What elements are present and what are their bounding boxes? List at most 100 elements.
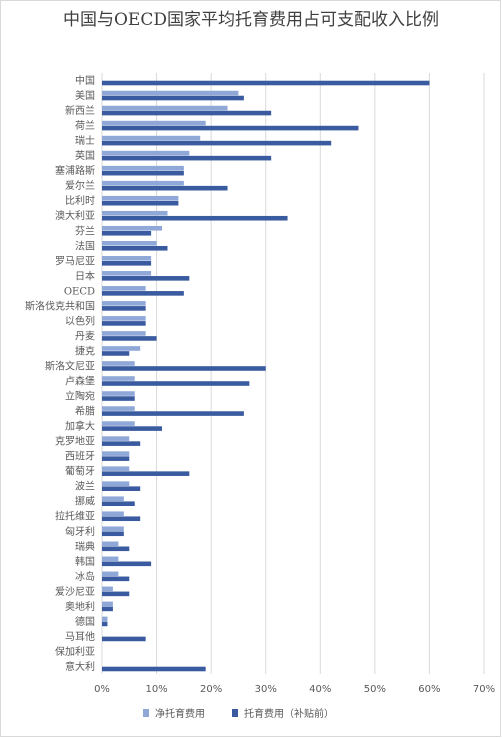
x-tick-label: 50% xyxy=(364,684,386,695)
bar-gross-cost xyxy=(102,636,146,642)
bar-gross-cost xyxy=(102,230,152,236)
bar-gross-cost xyxy=(102,140,332,146)
bar-gross-cost xyxy=(102,336,157,341)
x-tick-label: 10% xyxy=(145,684,167,695)
legend-label: 托育费用（补贴前） xyxy=(244,707,334,720)
bar-net-cost xyxy=(102,90,239,96)
category-label: 意大利 xyxy=(65,660,95,673)
bar-net-cost xyxy=(102,240,157,246)
category-label: 拉托维亚 xyxy=(55,510,95,523)
category-label: 西班牙 xyxy=(65,451,95,463)
bar-net-cost xyxy=(102,180,184,186)
x-tick-label: 0% xyxy=(94,684,110,695)
category-label: 匈牙利 xyxy=(65,525,95,538)
bar-gross-cost xyxy=(102,170,184,176)
bar-gross-cost xyxy=(102,516,141,522)
bar-net-cost xyxy=(102,210,168,216)
bar-net-cost xyxy=(102,195,179,201)
bar-net-cost xyxy=(102,331,146,336)
bar-gross-cost xyxy=(102,606,113,612)
category-label: 冰岛 xyxy=(75,570,95,583)
legend-swatch xyxy=(232,709,238,717)
category-label: 瑞典 xyxy=(75,540,95,553)
category-label: 捷克 xyxy=(75,344,95,357)
category-label: 卢森堡 xyxy=(65,375,95,388)
category-label: 罗马尼亚 xyxy=(55,255,95,267)
category-label: 丹麦 xyxy=(75,330,95,342)
bar-net-cost xyxy=(102,120,206,126)
category-label: 新西兰 xyxy=(65,104,95,117)
category-label: 保加利亚 xyxy=(55,645,95,658)
category-label: 澳大利亚 xyxy=(55,209,95,222)
bar-gross-cost xyxy=(102,546,130,552)
bar-net-cost xyxy=(102,346,141,351)
category-label: 美国 xyxy=(75,89,95,102)
chart-title: 中国与OECD国家平均托育费用占可支配收入比例 xyxy=(63,10,439,30)
bar-net-cost xyxy=(102,225,163,231)
category-label: 英国 xyxy=(75,149,95,162)
bar-net-cost xyxy=(102,571,119,577)
bar-net-cost xyxy=(102,301,146,306)
bar-net-cost xyxy=(102,286,146,291)
bar-gross-cost xyxy=(102,366,266,371)
bar-net-cost xyxy=(102,271,152,276)
x-tick-label: 30% xyxy=(255,684,277,695)
bar-gross-cost xyxy=(102,276,190,281)
bar-net-cost xyxy=(102,511,124,517)
bar-net-cost xyxy=(102,526,124,532)
bar-net-cost xyxy=(102,316,146,321)
category-label: 爱尔兰 xyxy=(65,179,95,192)
bar-gross-cost xyxy=(102,261,152,266)
bar-net-cost xyxy=(102,616,108,622)
bar-net-cost xyxy=(102,406,135,411)
bar-net-cost xyxy=(102,496,124,502)
bar-gross-cost xyxy=(102,501,135,507)
bar-gross-cost xyxy=(102,291,184,296)
bar-net-cost xyxy=(102,481,130,486)
category-label: 日本 xyxy=(75,269,95,282)
legend-swatch xyxy=(143,709,149,717)
category-label: 波兰 xyxy=(75,480,95,493)
bar-net-cost xyxy=(102,586,113,592)
bar-net-cost xyxy=(102,105,228,111)
bar-net-cost xyxy=(102,361,135,366)
category-label: 法国 xyxy=(75,239,95,252)
category-label: 荷兰 xyxy=(75,119,95,132)
x-tick-label: 20% xyxy=(200,684,222,695)
bar-gross-cost xyxy=(102,591,130,597)
category-label: 爱沙尼亚 xyxy=(55,585,95,598)
legend-label: 净托育费用 xyxy=(155,707,205,720)
bar-gross-cost xyxy=(102,351,130,356)
bar-net-cost xyxy=(102,376,135,381)
category-label: OECD xyxy=(64,286,95,297)
bar-gross-cost xyxy=(102,306,146,311)
bar-gross-cost xyxy=(102,411,244,416)
category-label: 芬兰 xyxy=(75,224,95,237)
bar-gross-cost xyxy=(102,456,130,461)
bar-gross-cost xyxy=(102,621,108,627)
bar-gross-cost xyxy=(102,441,141,446)
category-label: 比利时 xyxy=(65,195,95,207)
bar-gross-cost xyxy=(102,185,228,191)
legend: 净托育费用 托育费用（补贴前） xyxy=(143,707,334,720)
bar-gross-cost xyxy=(102,155,272,161)
category-label: 斯洛伐克共和国 xyxy=(25,299,95,312)
bar-gross-cost xyxy=(102,396,135,401)
bar-net-cost xyxy=(102,150,190,156)
gridlines xyxy=(101,73,485,674)
x-tick-labels: 0% 10% 20% 30% 40% 50% 60% 70% xyxy=(94,684,495,695)
category-label: 葡萄牙 xyxy=(65,465,95,478)
bar-net-cost xyxy=(102,135,201,141)
bar-net-cost xyxy=(102,256,152,261)
category-label: 挪威 xyxy=(75,495,95,508)
x-tick-label: 60% xyxy=(418,684,440,695)
category-label: 瑞士 xyxy=(75,134,95,147)
category-label: 希腊 xyxy=(75,405,95,418)
category-label: 加拿大 xyxy=(65,420,95,433)
category-label: 克罗地亚 xyxy=(55,435,95,448)
category-label: 中国 xyxy=(75,74,95,87)
bar-net-cost xyxy=(102,165,184,171)
bar-gross-cost xyxy=(102,576,130,582)
